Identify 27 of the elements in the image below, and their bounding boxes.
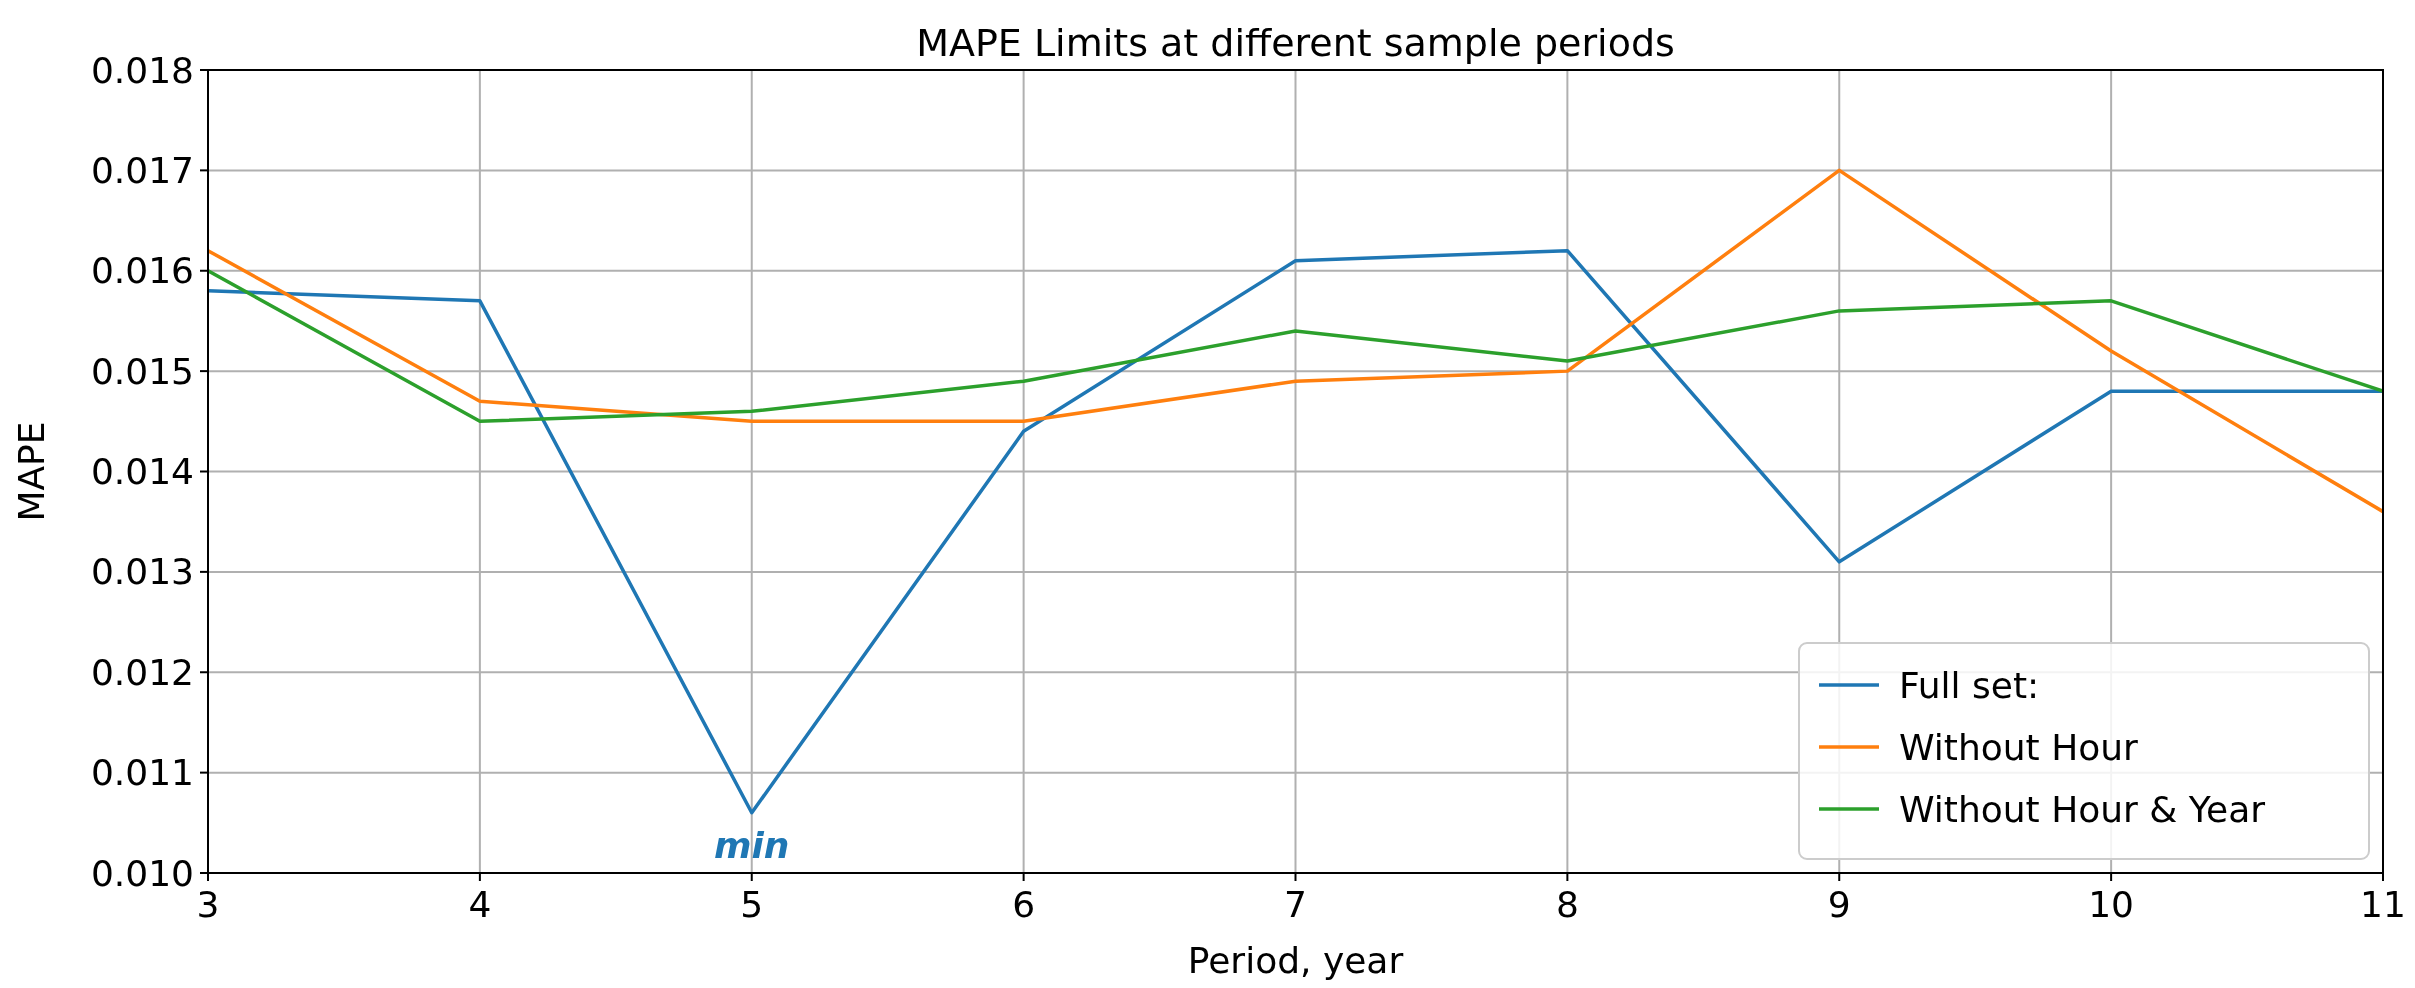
y-tick-label: 0.013 bbox=[90, 551, 194, 593]
x-tick-label: 4 bbox=[468, 884, 492, 925]
legend-label: Without Hour & Year bbox=[1899, 788, 2266, 830]
y-tick-label: 0.012 bbox=[90, 651, 194, 693]
x-tick-label: 7 bbox=[1284, 884, 1307, 925]
y-tick-label: 0.011 bbox=[90, 752, 194, 794]
y-tick-label: 0.010 bbox=[90, 852, 194, 894]
line-series bbox=[208, 168, 2383, 514]
chart-title: MAPE Limits at different sample periods bbox=[916, 21, 1675, 65]
x-tick-label: 10 bbox=[2088, 884, 2135, 925]
x-tick-label: 8 bbox=[1555, 884, 1579, 925]
x-tick-label: 3 bbox=[196, 884, 220, 925]
annotation: min bbox=[714, 824, 790, 866]
y-tick-label: 0.016 bbox=[90, 250, 194, 292]
y-tick-label: 0.014 bbox=[90, 451, 194, 493]
legend-label: Full set: bbox=[1899, 664, 2040, 706]
legend-label: Without Hour bbox=[1899, 726, 2139, 768]
x-tick-label: 6 bbox=[1012, 884, 1036, 925]
y-tick-label: 0.015 bbox=[90, 350, 194, 392]
y-axis-title: MAPE bbox=[11, 421, 52, 522]
x-tick-label: 5 bbox=[740, 884, 764, 925]
x-axis-title: Period, year bbox=[1187, 940, 1404, 981]
line-series bbox=[208, 269, 2383, 424]
y-tick-label: 0.018 bbox=[90, 49, 194, 91]
x-tick-label: 9 bbox=[1827, 884, 1851, 925]
x-tick-label: 11 bbox=[2360, 884, 2406, 925]
y-tick-label: 0.017 bbox=[90, 149, 194, 191]
